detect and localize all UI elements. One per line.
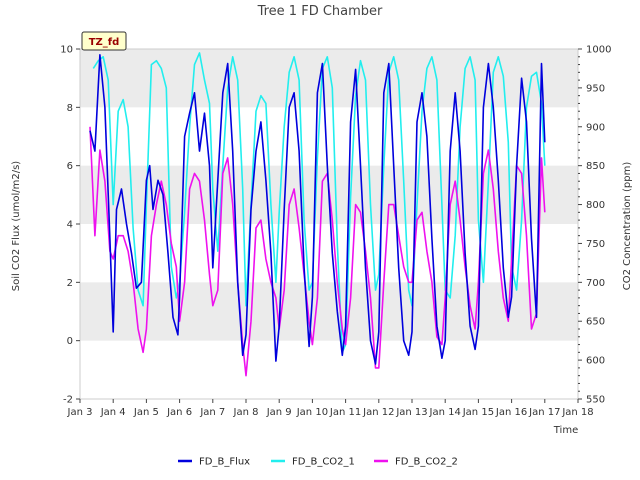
y-left-tick-label: -2 [63, 395, 73, 406]
x-tick-label: Jan 16 [495, 407, 527, 418]
background-band [80, 282, 578, 341]
x-axis-label: Time [553, 425, 578, 436]
x-tick-label: Jan 14 [429, 407, 461, 418]
y-right-tick-label: 750 [586, 239, 605, 250]
y-right-tick-label: 550 [586, 395, 605, 406]
y-right-tick-label: 1000 [586, 45, 611, 56]
x-tick-label: Jan 11 [329, 407, 361, 418]
series-line-fd-b-co2-2 [89, 126, 546, 377]
series-lines [89, 52, 546, 377]
y-right-tick-label: 900 [586, 122, 605, 133]
timezone-badge-label: TZ_fd [89, 37, 120, 48]
legend-label: FD_B_CO2_2 [395, 457, 458, 468]
y-axis-left-label: Soil CO2 Flux (umol/m2/s) [11, 161, 22, 291]
x-tick-label: Jan 10 [296, 407, 328, 418]
x-tick-label: Jan 6 [166, 407, 192, 418]
x-tick-label: Jan 17 [528, 407, 560, 418]
x-tick-label: Jan 18 [561, 407, 593, 418]
y-right-tick-label: 600 [586, 356, 605, 367]
y-axis-right-ticks: 550 600 650 700 750 800 850 900 950 1000 [578, 45, 611, 406]
legend-label: FD_B_Flux [199, 457, 250, 468]
x-tick-label: Jan 15 [462, 407, 494, 418]
y-left-tick-label: 4 [67, 220, 73, 231]
y-right-tick-label: 650 [586, 317, 605, 328]
timezone-badge: TZ_fd [81, 31, 127, 51]
x-tick-label: Jan 13 [395, 407, 427, 418]
x-tick-label: Jan 5 [133, 407, 159, 418]
x-tick-label: Jan 3 [67, 407, 93, 418]
y-axis-left-ticks: -2 0 2 4 6 8 10 [60, 45, 80, 406]
y-right-tick-label: 850 [586, 161, 605, 172]
x-tick-label: Jan 12 [362, 407, 394, 418]
series-line-fd-b-flux [89, 53, 546, 365]
legend: FD_B_Flux FD_B_CO2_1 FD_B_CO2_2 [178, 457, 458, 468]
chart-title: Tree 1 FD Chamber [257, 4, 383, 19]
legend-label: FD_B_CO2_1 [292, 457, 355, 468]
y-left-tick-label: 0 [67, 336, 73, 347]
y-left-tick-label: 8 [67, 103, 73, 114]
y-right-tick-label: 800 [586, 200, 605, 211]
y-left-tick-label: 6 [67, 161, 73, 172]
x-axis-ticks: Jan 3 Jan 4 Jan 5 Jan 6 Jan 7 Jan 8 Jan 9 Jan 1… [67, 399, 594, 418]
y-axis-right-label: CO2 Concentration (ppm) [622, 162, 633, 291]
x-tick-label: Jan 9 [266, 407, 292, 418]
x-tick-label: Jan 4 [100, 407, 126, 418]
y-left-tick-label: 2 [67, 278, 73, 289]
y-left-tick-label: 10 [60, 45, 73, 56]
y-right-tick-label: 700 [586, 278, 605, 289]
x-tick-label: Jan 8 [233, 407, 259, 418]
x-tick-label: Jan 7 [199, 407, 225, 418]
y-right-tick-label: 950 [586, 83, 605, 94]
